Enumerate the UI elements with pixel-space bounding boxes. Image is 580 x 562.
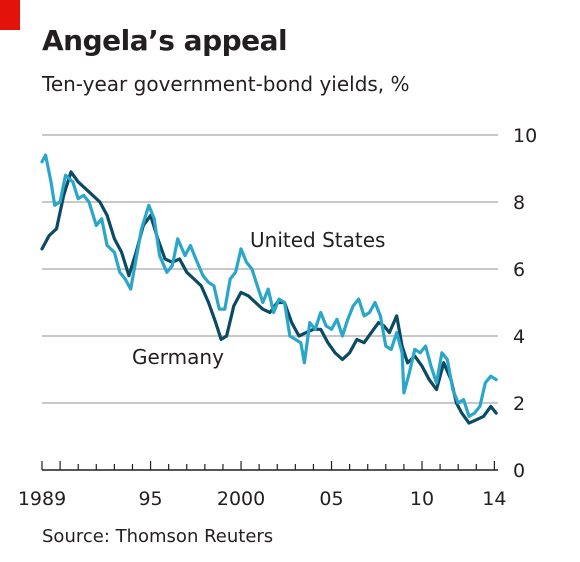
x-tick-label: 2000 <box>217 488 265 510</box>
x-tick-label: 10 <box>410 488 434 510</box>
y-tick-label: 8 <box>513 192 525 214</box>
y-axis-tick-labels: 0 2 4 6 8 10 <box>513 125 537 482</box>
x-tick-label: 05 <box>319 488 343 510</box>
series-label-germany: Germany <box>132 345 224 369</box>
series-label-united-states: United States <box>250 228 385 252</box>
series-lines <box>40 153 498 425</box>
y-tick-label: 10 <box>513 125 537 147</box>
x-tick-label: 14 <box>482 488 506 510</box>
red-corner-tag <box>0 0 20 30</box>
y-tick-label: 0 <box>513 460 525 482</box>
x-axis: 1989 95 2000 05 10 14 <box>18 461 506 510</box>
y-tick-label: 6 <box>513 259 525 281</box>
y-tick-label: 4 <box>513 326 525 348</box>
x-tick-label: 1989 <box>18 488 66 510</box>
y-tick-label: 2 <box>513 393 525 415</box>
source-note: Source: Thomson Reuters <box>42 526 274 547</box>
x-tick-label: 95 <box>138 488 162 510</box>
chart-title: Angela’s appeal <box>42 24 288 57</box>
series-line-united-states <box>40 153 498 418</box>
chart-subtitle: Ten-year government-bond yields, % <box>42 72 410 96</box>
